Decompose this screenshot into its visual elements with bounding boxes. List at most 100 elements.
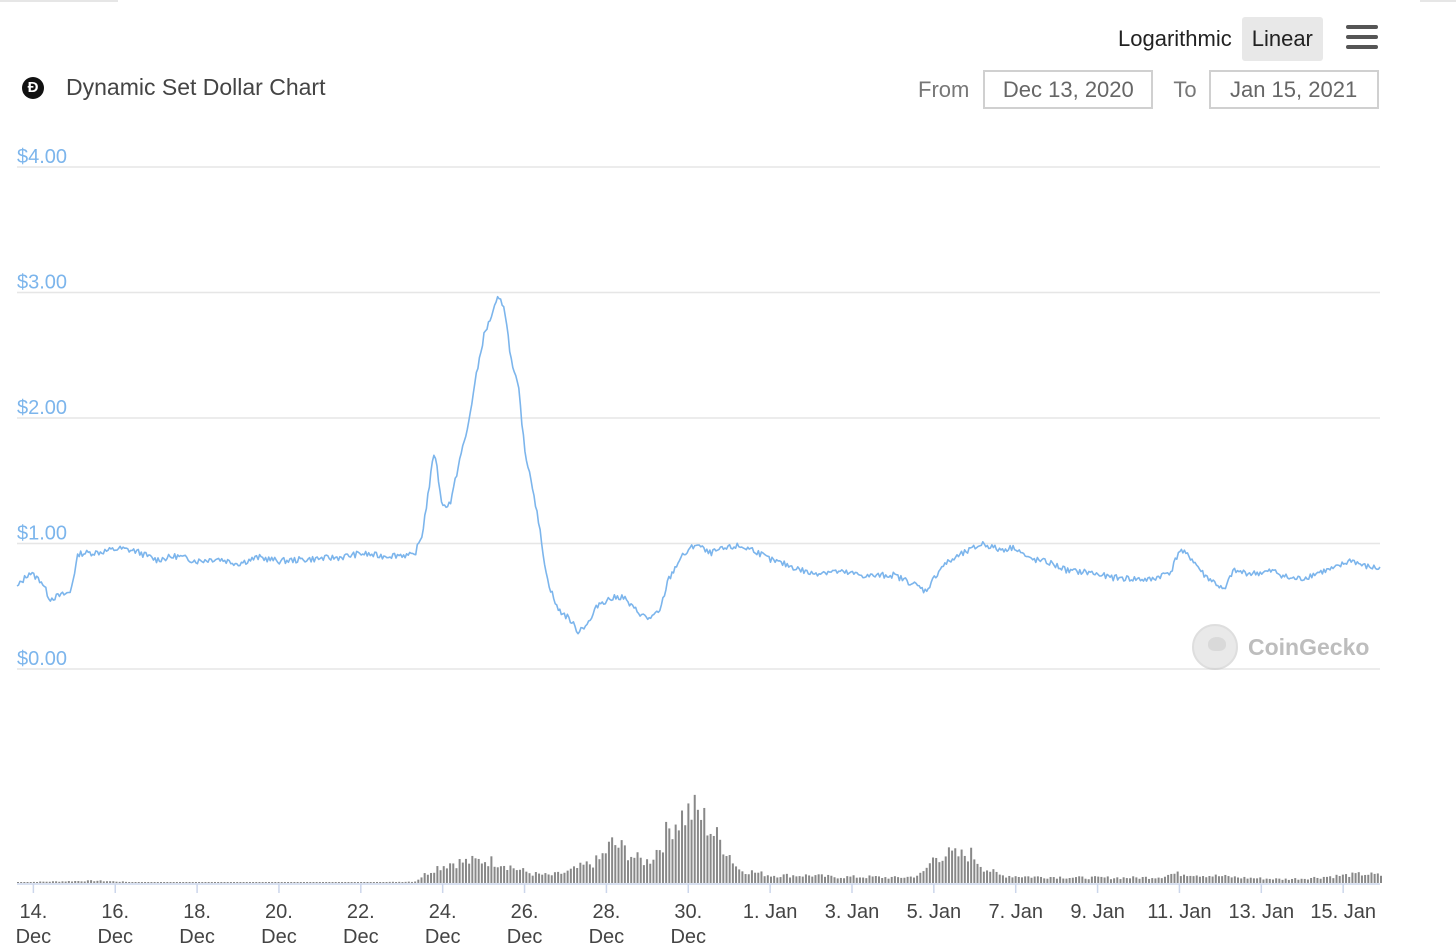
volume-bar bbox=[109, 881, 112, 883]
volume-bar bbox=[264, 882, 267, 883]
volume-bar bbox=[769, 876, 772, 883]
volume-bar bbox=[973, 859, 976, 883]
volume-bar bbox=[382, 882, 385, 883]
volume-bar bbox=[1287, 879, 1290, 883]
volume-bar bbox=[420, 877, 423, 883]
x-tick-label: 22. bbox=[347, 901, 375, 923]
volume-bar bbox=[1354, 873, 1357, 883]
volume-bar bbox=[957, 856, 960, 883]
volume-bar bbox=[827, 874, 830, 883]
chart-title: Dynamic Set Dollar Chart bbox=[66, 74, 326, 100]
volume-bar bbox=[553, 872, 556, 883]
volume-bar bbox=[773, 875, 776, 883]
volume-bar bbox=[563, 872, 566, 883]
volume-bar bbox=[194, 882, 197, 883]
volume-bar bbox=[318, 882, 321, 883]
volume-bar bbox=[1332, 878, 1335, 883]
volume-bar bbox=[979, 866, 982, 883]
volume-bar bbox=[715, 827, 718, 883]
volume-bar bbox=[118, 881, 121, 883]
menu-icon[interactable] bbox=[1346, 25, 1378, 49]
volume-bar bbox=[684, 825, 687, 883]
volume-bar bbox=[573, 866, 576, 883]
volume-bar bbox=[855, 877, 858, 883]
volume-bar bbox=[941, 860, 944, 883]
linear-button[interactable]: Linear bbox=[1241, 17, 1323, 61]
volume-bar bbox=[1205, 877, 1208, 883]
x-tick-label: 16. bbox=[101, 901, 129, 923]
volume-bar bbox=[1151, 878, 1154, 883]
volume-bar bbox=[1071, 877, 1074, 883]
volume-bar bbox=[290, 882, 293, 883]
volume-bar bbox=[391, 881, 394, 883]
volume-bar bbox=[401, 882, 404, 883]
volume-bar bbox=[1176, 871, 1179, 883]
volume-bar bbox=[1125, 878, 1128, 883]
volume-bar bbox=[26, 882, 29, 883]
volume-bar bbox=[639, 857, 642, 883]
volume-bar bbox=[868, 875, 871, 883]
volume-bar bbox=[960, 849, 963, 883]
volume-bar bbox=[1141, 876, 1144, 883]
volume-bar bbox=[932, 857, 935, 883]
volume-bar bbox=[808, 875, 811, 883]
volume-bar bbox=[1259, 877, 1262, 883]
volume-bar bbox=[1005, 877, 1008, 883]
volume-bar bbox=[315, 882, 318, 883]
volume-bar bbox=[1065, 878, 1068, 883]
volume-bar bbox=[839, 877, 842, 883]
volume-bar bbox=[499, 866, 502, 883]
volume-bar bbox=[1090, 876, 1093, 883]
volume-bar bbox=[703, 807, 706, 883]
volume-bar bbox=[468, 863, 471, 883]
volume-bar bbox=[731, 863, 734, 883]
volume-bar bbox=[1116, 877, 1119, 883]
volume-bar bbox=[271, 882, 274, 883]
volume-bar bbox=[252, 882, 255, 883]
volume-bar bbox=[1373, 873, 1376, 883]
volume-bar bbox=[1265, 878, 1268, 883]
volume-bar bbox=[398, 881, 401, 883]
volume-bar bbox=[1186, 876, 1189, 883]
logarithmic-button[interactable]: Logarithmic bbox=[1118, 26, 1232, 51]
x-tick-label: 1. Jan bbox=[743, 901, 797, 923]
volume-bar bbox=[607, 841, 610, 883]
volume-bar bbox=[293, 882, 296, 883]
volume-bar bbox=[636, 852, 639, 883]
volume-bar bbox=[649, 863, 652, 883]
volume-bar bbox=[191, 882, 194, 883]
volume-bar bbox=[817, 874, 820, 883]
volume-bar bbox=[229, 882, 232, 883]
volume-bar bbox=[989, 871, 992, 883]
volume-bar bbox=[804, 874, 807, 883]
volume-bar bbox=[213, 882, 216, 883]
volume-bar bbox=[147, 882, 150, 883]
volume-bar bbox=[1217, 876, 1220, 883]
volume-bar bbox=[617, 847, 620, 883]
volume-bar bbox=[1081, 876, 1084, 883]
volume-bar bbox=[798, 876, 801, 883]
volume-bar bbox=[51, 881, 54, 883]
volume-bar bbox=[1129, 878, 1132, 883]
volume-bar bbox=[1094, 876, 1097, 883]
volume-bar bbox=[1024, 876, 1027, 883]
volume-bar bbox=[954, 848, 957, 883]
volume-bar bbox=[785, 873, 788, 883]
volume-bar bbox=[849, 876, 852, 883]
volume-bar bbox=[36, 882, 39, 883]
volume-bar bbox=[93, 881, 96, 883]
volume-bar bbox=[992, 869, 995, 883]
from-date-input[interactable]: Dec 13, 2020 bbox=[983, 70, 1154, 109]
volume-bar bbox=[760, 871, 763, 883]
volume-bar bbox=[331, 882, 334, 883]
volume-bar bbox=[1030, 877, 1033, 883]
to-date-input[interactable]: Jan 15, 2021 bbox=[1208, 70, 1379, 109]
volume-bar bbox=[1357, 872, 1360, 883]
volume-bar bbox=[1284, 878, 1287, 883]
volume-bar bbox=[236, 882, 239, 883]
volume-bar bbox=[1227, 876, 1230, 883]
top-tab-indicator-right bbox=[1420, 0, 1456, 2]
volume-bar bbox=[1033, 876, 1036, 883]
volume-bar bbox=[1208, 875, 1211, 883]
volume-bar bbox=[121, 881, 124, 883]
